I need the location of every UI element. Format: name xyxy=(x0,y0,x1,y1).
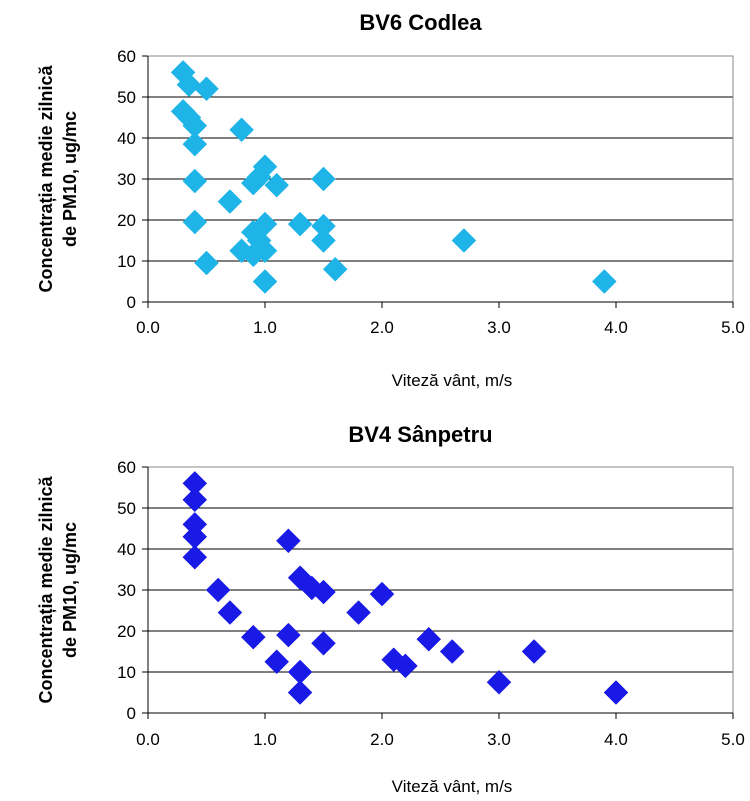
x-tick-label: 1.0 xyxy=(253,318,277,337)
data-point xyxy=(252,269,278,294)
data-point xyxy=(311,630,336,656)
data-point xyxy=(276,528,301,554)
data-point xyxy=(176,72,202,98)
chart-0: BV6 Codlea 0 10 20 30 40 50 60 0.0 1.0 2.0 3.0 4.0 5.… xyxy=(36,10,745,390)
data-point xyxy=(322,256,348,282)
data-point xyxy=(276,622,301,648)
data-point xyxy=(264,649,290,675)
y-tick-label: 30 xyxy=(117,170,136,189)
data-point xyxy=(439,639,465,664)
y-tick-label: 20 xyxy=(117,211,136,230)
data-point xyxy=(205,577,231,603)
data-point xyxy=(311,579,336,605)
data-point xyxy=(311,228,336,253)
x-tick-label: 3.0 xyxy=(487,318,511,337)
y-tick-label: 20 xyxy=(117,622,136,641)
data-point xyxy=(194,76,219,102)
data-point xyxy=(311,166,336,192)
x-tick-label: 4.0 xyxy=(604,318,628,337)
data-point xyxy=(486,669,512,695)
y-tick-label: 60 xyxy=(117,47,136,66)
y-tick-label: 0 xyxy=(127,704,136,723)
chart-1: BV4 Sânpetru 0 10 20 30 40 50 60 0.0 1.0 2.0 3.0 4.0… xyxy=(36,422,745,796)
data-point xyxy=(369,581,395,607)
data-point xyxy=(217,189,243,214)
y-axis-label: de PM10, ug/mc xyxy=(60,522,80,658)
data-point xyxy=(393,653,418,679)
x-tick-label: 2.0 xyxy=(370,730,394,749)
data-point xyxy=(451,228,477,253)
y-tick-label: 50 xyxy=(117,88,136,107)
data-point xyxy=(591,269,617,294)
y-axis-label: de PM10, ug/mc xyxy=(60,111,80,247)
data-point xyxy=(240,624,266,650)
x-tick-label: 5.0 xyxy=(721,730,745,749)
x-axis-label: Viteză vânt, m/s xyxy=(392,777,513,796)
x-tick-label: 2.0 xyxy=(370,318,394,337)
x-tick-label: 0.0 xyxy=(136,730,160,749)
x-tick-label: 1.0 xyxy=(253,730,277,749)
data-point xyxy=(521,639,547,664)
y-tick-label: 0 xyxy=(127,293,136,312)
data-point xyxy=(240,170,266,196)
data-point xyxy=(182,168,208,194)
chart-title: BV4 Sânpetru xyxy=(348,422,492,447)
data-point xyxy=(194,250,219,276)
data-point xyxy=(182,131,208,157)
data-point xyxy=(603,680,629,705)
y-axis-label: Concentrația medie zilnică xyxy=(36,64,56,292)
y-tick-label: 40 xyxy=(117,129,136,148)
data-point xyxy=(416,626,442,652)
data-point xyxy=(217,600,243,625)
x-tick-label: 0.0 xyxy=(136,318,160,337)
y-tick-label: 30 xyxy=(117,581,136,600)
data-point xyxy=(287,680,313,705)
data-point xyxy=(240,242,266,268)
y-axis-label: Concentrația medie zilnică xyxy=(36,475,56,703)
y-tick-label: 50 xyxy=(117,499,136,518)
y-tick-label: 60 xyxy=(117,458,136,477)
x-tick-label: 3.0 xyxy=(487,730,511,749)
data-point xyxy=(229,117,254,143)
data-point xyxy=(182,487,208,513)
x-tick-label: 4.0 xyxy=(604,730,628,749)
data-point xyxy=(264,172,290,198)
data-point xyxy=(182,209,208,235)
y-tick-label: 40 xyxy=(117,540,136,559)
x-axis-label: Viteză vânt, m/s xyxy=(392,371,513,390)
y-tick-label: 10 xyxy=(117,252,136,271)
data-point xyxy=(346,600,371,625)
x-tick-label: 5.0 xyxy=(721,318,745,337)
data-point xyxy=(182,544,208,570)
data-point xyxy=(287,211,313,237)
y-tick-label: 10 xyxy=(117,663,136,682)
chart-title: BV6 Codlea xyxy=(359,10,482,35)
